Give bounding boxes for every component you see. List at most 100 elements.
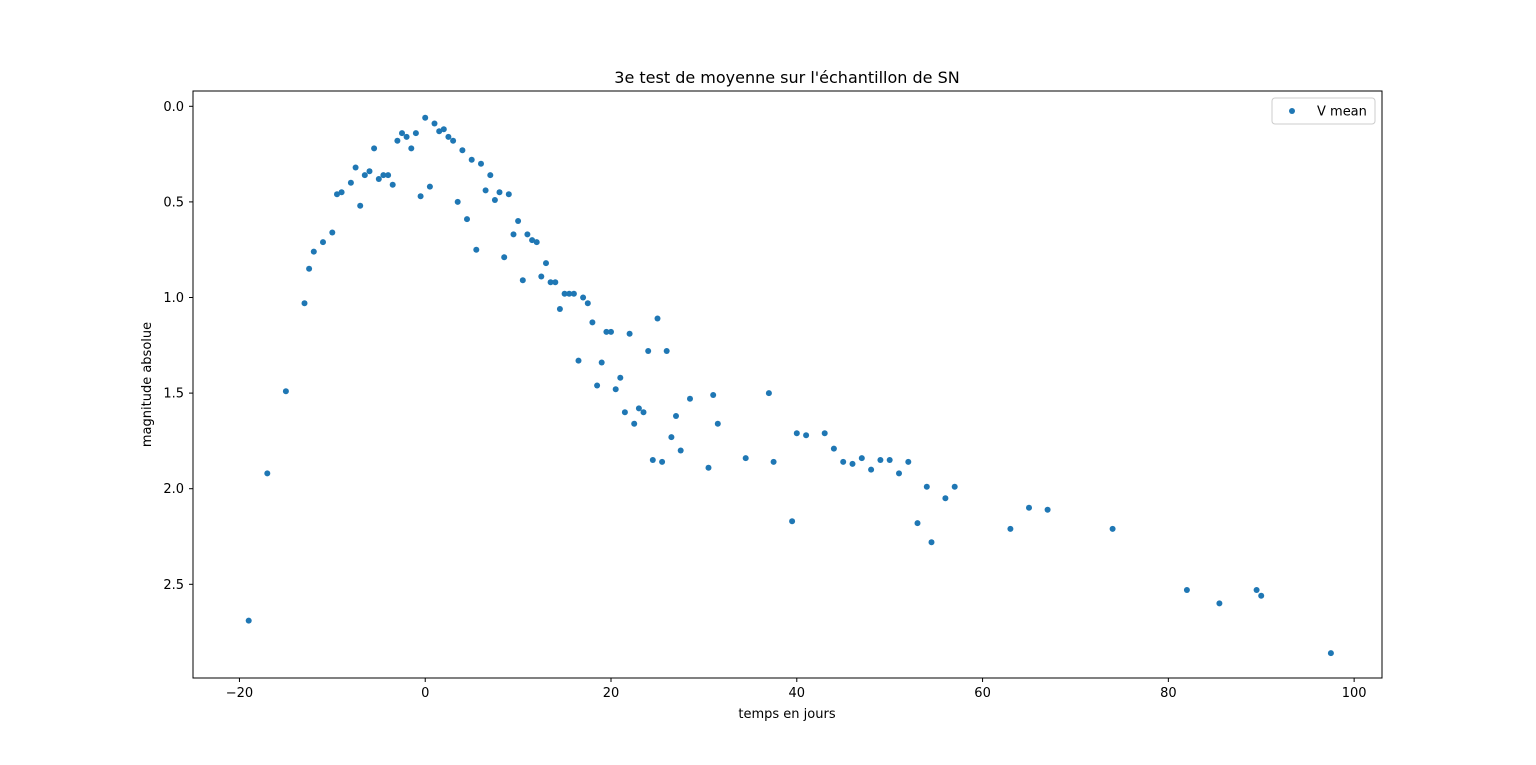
data-point	[886, 457, 893, 463]
data-point	[385, 172, 392, 179]
data-point	[306, 265, 313, 272]
data-point	[914, 520, 921, 527]
data-point	[431, 120, 438, 127]
data-point	[649, 457, 656, 463]
y-tick-label: 1.0	[163, 291, 184, 306]
data-point	[529, 237, 536, 244]
data-point	[468, 156, 475, 163]
data-point	[710, 392, 717, 398]
data-point	[464, 216, 470, 223]
data-point	[570, 290, 577, 297]
x-tick-label: 60	[974, 686, 991, 701]
data-point	[951, 483, 958, 490]
data-point	[742, 455, 749, 462]
y-axis-label: magnitude absolue	[140, 322, 155, 447]
data-point	[668, 434, 675, 441]
data-point	[793, 430, 800, 437]
x-tick-label: −20	[226, 686, 253, 701]
data-points-layer	[245, 114, 1334, 657]
data-point	[942, 495, 949, 502]
data-point	[445, 133, 452, 140]
data-point	[320, 239, 326, 246]
data-point	[580, 294, 587, 301]
data-point	[1026, 504, 1032, 511]
data-point	[487, 172, 494, 179]
x-tick-label: 40	[789, 686, 806, 701]
data-point	[524, 231, 531, 238]
data-point	[375, 176, 382, 182]
data-point	[1258, 592, 1265, 599]
data-point	[436, 128, 443, 135]
data-point	[426, 183, 433, 190]
data-point	[677, 447, 684, 454]
data-point	[765, 390, 772, 397]
data-point	[347, 179, 354, 186]
data-point	[491, 197, 498, 203]
data-point	[450, 137, 457, 144]
data-point	[566, 290, 573, 297]
data-point	[1216, 600, 1223, 607]
data-point	[371, 145, 378, 152]
data-point	[928, 539, 935, 546]
data-point	[473, 246, 480, 253]
data-point	[338, 189, 345, 196]
data-point	[663, 348, 670, 354]
data-point	[789, 518, 796, 525]
data-point	[301, 300, 308, 307]
data-point	[654, 315, 661, 322]
data-point	[352, 164, 359, 171]
data-point	[770, 458, 777, 465]
data-point	[584, 300, 591, 307]
data-point	[245, 617, 252, 624]
data-point	[589, 319, 596, 326]
data-point	[594, 382, 601, 389]
x-axis-label: temps en jours	[738, 707, 835, 722]
x-tick-label: 80	[1160, 686, 1177, 701]
y-tick-label: 1.5	[163, 387, 184, 402]
data-point	[598, 359, 605, 366]
data-point	[538, 273, 545, 280]
data-point	[403, 133, 410, 140]
data-point	[905, 458, 912, 465]
data-point	[868, 466, 875, 473]
data-point	[478, 160, 484, 167]
data-point	[394, 137, 401, 144]
data-point	[803, 432, 810, 439]
data-point	[543, 260, 549, 267]
chart-title: 3e test de moyenne sur l'échantillon de …	[614, 68, 959, 87]
data-point	[459, 147, 466, 154]
data-point	[399, 130, 405, 137]
data-point	[501, 254, 508, 261]
data-point	[408, 145, 415, 152]
data-point	[412, 130, 419, 137]
legend-box	[1271, 97, 1376, 125]
data-point	[858, 455, 865, 462]
data-point	[357, 202, 364, 209]
data-point	[830, 445, 837, 452]
x-tick-label: 20	[603, 686, 620, 701]
data-point	[840, 458, 847, 465]
data-point	[603, 328, 610, 335]
y-tick-label: 2.0	[163, 482, 184, 497]
data-point	[645, 348, 652, 354]
data-point	[454, 198, 461, 205]
data-point	[673, 413, 679, 419]
x-axis-ticks: −20 0 20 40 60 80 100	[226, 678, 1367, 701]
legend-label: V mean	[1317, 105, 1367, 120]
data-point	[556, 306, 563, 312]
data-point	[496, 189, 503, 196]
data-point	[1109, 525, 1116, 532]
data-point	[519, 277, 526, 284]
data-point	[505, 191, 512, 198]
data-point	[510, 231, 517, 238]
data-point	[608, 328, 614, 335]
plot-area-frame	[192, 90, 1383, 679]
legend: V mean	[1271, 97, 1376, 125]
data-point	[417, 193, 424, 200]
data-point	[621, 409, 628, 416]
data-point	[547, 279, 554, 286]
legend-marker	[1289, 108, 1295, 114]
